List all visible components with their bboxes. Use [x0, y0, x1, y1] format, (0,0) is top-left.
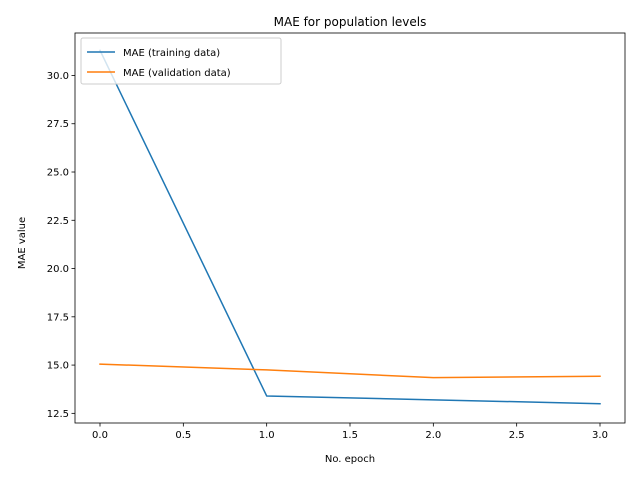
- x-tick-label: 2.5: [509, 430, 525, 441]
- y-tick-label: 27.5: [47, 119, 69, 130]
- y-tick-label: 20.0: [47, 264, 69, 275]
- y-tick-label: 17.5: [47, 312, 69, 323]
- y-tick-label: 30.0: [47, 71, 69, 82]
- x-tick-label: 1.0: [259, 430, 275, 441]
- x-tick-label: 0.5: [175, 430, 191, 441]
- chart-title: MAE for population levels: [274, 15, 427, 29]
- plot-area: 0.0 0.5 1.0 1.5 2.0 2.5 3.0 12.5 15.0 17.5 20.0 22.…: [47, 32, 626, 441]
- y-tick-label: 25.0: [47, 168, 69, 179]
- x-tick-label: 1.5: [342, 430, 358, 441]
- x-tick-label: 0.0: [92, 430, 108, 441]
- legend-box: [80, 37, 282, 85]
- y-axis-label: MAE value: [17, 217, 28, 269]
- y-tick-label: 22.5: [47, 216, 69, 227]
- x-axis-label: No. epoch: [325, 454, 375, 465]
- series-line-1: [99, 363, 601, 379]
- y-tick-label: 15.0: [47, 361, 69, 372]
- plot-frame: [74, 32, 626, 424]
- y-tick-label: 12.5: [47, 409, 69, 420]
- series-line-0: [98, 49, 601, 405]
- x-tick-label: 3.0: [592, 430, 608, 441]
- legend-label-1: MAE (validation data): [123, 68, 231, 79]
- legend-label-0: MAE (training data): [123, 48, 220, 59]
- x-tick-label: 2.0: [425, 430, 441, 441]
